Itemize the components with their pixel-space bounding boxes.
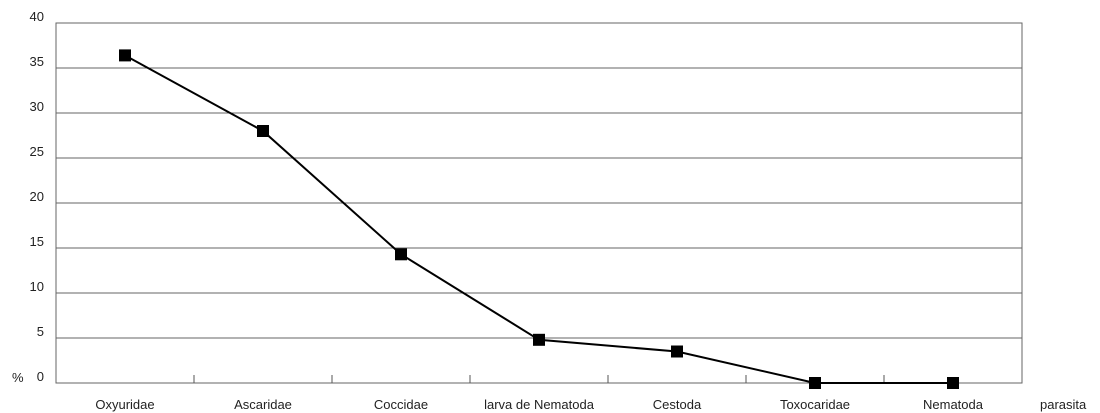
x-axis-label: parasita: [1040, 397, 1087, 412]
x-tick-label: larva de Nematoda: [484, 397, 595, 412]
y-tick-label-30: 30: [30, 99, 44, 114]
data-markers: [119, 49, 959, 389]
data-point-coccidae: [395, 248, 407, 261]
data-point-cestoda: [671, 345, 683, 358]
y-tick-label-35: 35: [30, 54, 44, 69]
y-tick-label-5: 5: [37, 324, 44, 339]
x-tick-label: Nematoda: [923, 397, 984, 412]
y-tick-label-15: 15: [30, 234, 44, 249]
y-axis-unit-label: %: [12, 370, 24, 385]
data-point-ascaridae: [257, 125, 269, 137]
x-tick-labels: Oxyuridae Ascaridae Coccidae larva de Nemat…: [95, 397, 983, 412]
y-tick-label-20: 20: [30, 189, 44, 204]
x-tick-label: Oxyuridae: [95, 397, 154, 412]
x-tick-label: Ascaridae: [234, 397, 292, 412]
y-tick-label-40: 40: [30, 9, 44, 24]
x-tick-label: Toxocaridae: [780, 397, 850, 412]
gridlines: [56, 67, 1022, 339]
x-tick-label: Cestoda: [653, 397, 702, 412]
y-tick-label-10: 10: [30, 279, 44, 294]
y-tick-labels: 0 5 10 15 20 25 30 35 40: [30, 9, 44, 384]
data-point-nematoda: [947, 377, 959, 389]
data-point-oxyuridae: [119, 49, 131, 62]
y-tick-label-0: 0: [37, 369, 44, 384]
y-tick-label-25: 25: [30, 144, 44, 159]
x-tick-label: Coccidae: [374, 397, 428, 412]
data-point-larva-de-nematoda: [533, 333, 545, 346]
plot-area-border: [55, 22, 1023, 384]
data-point-toxocaridae: [809, 377, 821, 389]
x-tick-marks: [193, 375, 885, 383]
